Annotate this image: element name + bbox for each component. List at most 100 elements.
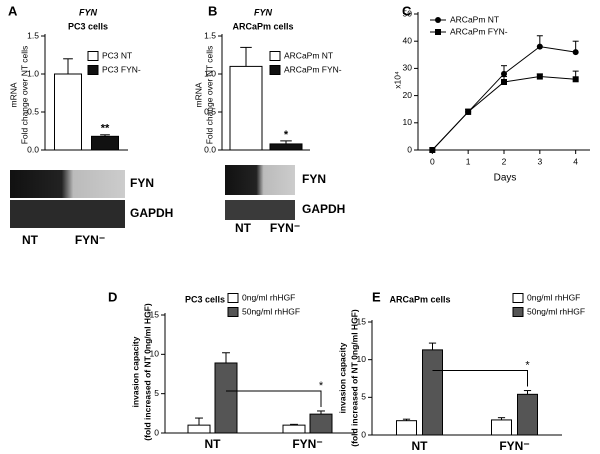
significance-bracket xyxy=(432,370,528,387)
legend-swatch xyxy=(227,293,239,303)
y-axis-label: (fold increased of NT 0ng/ml HGF) xyxy=(349,309,359,447)
bar xyxy=(187,424,211,434)
y-tick-label: 10 xyxy=(357,354,367,364)
chart-title: FYN xyxy=(79,7,98,17)
blot-lane: NT xyxy=(22,233,39,247)
y-tick-label: 0.0 xyxy=(27,144,39,154)
x-tick-label: FYN⁻ xyxy=(499,439,529,453)
legend-swatch xyxy=(87,51,99,61)
chart-title: PC3 cells xyxy=(185,294,225,304)
y-tick-label: 0 xyxy=(361,429,366,439)
blot-label: FYN xyxy=(302,172,326,186)
blot-label: GAPDH xyxy=(302,202,345,216)
panel-letter: A xyxy=(8,3,18,18)
legend-swatch xyxy=(512,307,524,317)
y-tick-label: 1.0 xyxy=(27,68,39,78)
blot-lane: FYN⁻ xyxy=(270,221,300,235)
point xyxy=(536,73,543,80)
blot-band xyxy=(225,165,295,195)
chart-subtitle: ARCaPm cells xyxy=(232,21,293,31)
panel-letter: D xyxy=(108,289,117,304)
x-tick-label: NT xyxy=(412,439,429,453)
legend-label: ARCaPm FYN- xyxy=(284,64,342,74)
blot-label: GAPDH xyxy=(130,206,173,220)
blot-band xyxy=(10,170,125,198)
point xyxy=(501,79,507,85)
blot-label: FYN xyxy=(130,176,154,190)
panel-letter: E xyxy=(372,289,381,304)
y-tick-label: 0.5 xyxy=(27,106,39,116)
y-tick-label: 30 xyxy=(403,63,413,73)
line xyxy=(431,46,576,151)
y-tick-label: 0 xyxy=(407,144,412,154)
legend-marker xyxy=(435,29,441,35)
y-axis-label: Fold change over NT cells xyxy=(19,46,29,145)
annotation: ** xyxy=(101,123,110,135)
point xyxy=(536,43,543,50)
y-tick-label: 1.5 xyxy=(204,30,216,40)
y-axis-label: x10⁴ xyxy=(392,71,402,89)
bar xyxy=(396,420,417,436)
y-tick-label: 15 xyxy=(150,309,160,319)
blot-lane: NT xyxy=(235,221,252,235)
blot-band xyxy=(10,200,125,228)
blot-lane: FYN⁻ xyxy=(75,233,105,247)
y-axis-label: mRNA xyxy=(193,82,203,107)
x-tick-label: 2 xyxy=(502,156,507,166)
x-tick-label: 3 xyxy=(537,156,542,166)
y-axis-label: invasion capacity xyxy=(130,336,140,407)
bar xyxy=(422,349,443,436)
y-tick-label: 0 xyxy=(154,427,159,437)
point xyxy=(572,76,579,83)
bar xyxy=(214,362,238,434)
point xyxy=(465,108,472,115)
legend-label: ARCaPm NT xyxy=(284,50,333,60)
legend-label: 0ng/ml rhHGF xyxy=(527,292,580,302)
y-tick-label: 0.5 xyxy=(204,106,216,116)
legend-swatch xyxy=(227,307,239,317)
y-tick-label: 1.5 xyxy=(27,30,39,40)
y-tick-label: 20 xyxy=(403,90,413,100)
chart-subtitle: PC3 cells xyxy=(68,21,108,31)
panel-letter: C xyxy=(402,3,412,18)
bar xyxy=(269,143,303,151)
legend-label: PC3 NT xyxy=(102,50,132,60)
x-tick-label: NT xyxy=(205,437,222,451)
panel-letter: B xyxy=(208,3,217,18)
x-tick-label: FYN⁻ xyxy=(292,437,322,451)
bar xyxy=(54,73,82,151)
bar xyxy=(282,424,306,434)
bar xyxy=(229,65,263,151)
bar xyxy=(517,393,538,436)
y-axis-label: (fold increased of NT 0ng/ml HGF) xyxy=(142,303,152,441)
point xyxy=(429,147,436,153)
legend-swatch xyxy=(87,65,99,75)
legend-label: 0ng/ml rhHGF xyxy=(242,292,295,302)
y-axis-label: Fold change over NT cells xyxy=(204,46,214,145)
bar xyxy=(91,135,119,151)
y-tick-label: 10 xyxy=(403,117,413,127)
legend-swatch xyxy=(269,65,281,75)
y-tick-label: 50 xyxy=(403,8,413,18)
y-tick-label: 10 xyxy=(150,349,160,359)
y-tick-label: 40 xyxy=(403,35,413,45)
chart-title: ARCaPm cells xyxy=(389,294,450,304)
legend-swatch xyxy=(269,51,281,61)
y-tick-label: 5 xyxy=(361,392,366,402)
legend-marker xyxy=(435,17,441,23)
y-tick-label: 0.0 xyxy=(204,144,216,154)
y-axis-label: mRNA xyxy=(8,82,18,107)
bar xyxy=(309,413,333,434)
point xyxy=(572,49,579,56)
y-axis-label: invasion capacity xyxy=(337,342,347,413)
annotation: * xyxy=(284,129,289,141)
annotation: * xyxy=(525,359,530,371)
y-tick-label: 5 xyxy=(154,388,159,398)
y-tick-label: 1.0 xyxy=(204,68,216,78)
annotation: * xyxy=(319,380,324,392)
x-tick-label: 0 xyxy=(430,156,435,166)
chart-title: FYN xyxy=(254,7,273,17)
line xyxy=(431,76,576,151)
x-tick-label: 4 xyxy=(573,156,578,166)
